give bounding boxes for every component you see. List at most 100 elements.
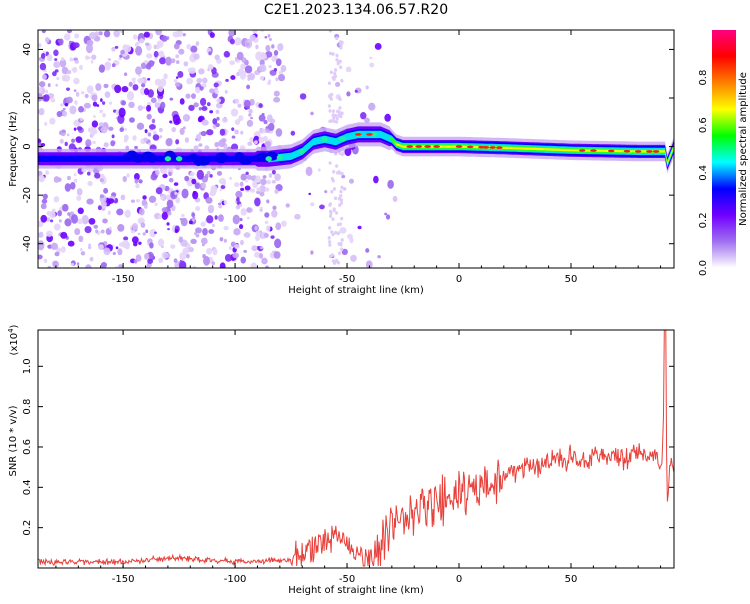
spectrogram-noise-blob — [328, 243, 332, 247]
spectrogram-noise-blob — [126, 91, 135, 101]
spectrogram-ridge-knot — [240, 156, 253, 165]
spectrogram-noise-blob — [175, 54, 180, 59]
spectrogram-noise-blob — [157, 98, 161, 103]
spectrogram-noise-blob — [142, 106, 146, 110]
spectrogram-y-tick-label: 0 — [22, 143, 33, 149]
spectrogram-noise-blob — [336, 231, 340, 236]
spectrogram-noise-blob — [132, 135, 137, 141]
spectrogram-noise-blob — [166, 222, 170, 226]
spectrogram-noise-blob — [264, 36, 268, 39]
spectrogram-noise-blob — [64, 141, 68, 147]
spectrogram-noise-blob — [103, 30, 111, 38]
spectrogram-x-label: Height of straight line (km) — [288, 285, 424, 296]
spectrogram-noise-blob — [76, 188, 83, 196]
spectrogram-noise-blob — [218, 202, 222, 206]
spectrogram-noise-blob — [259, 76, 265, 81]
spectrogram-noise-blob — [310, 111, 314, 116]
spectrogram-noise-blob — [332, 187, 337, 191]
spectrogram-noise-blob — [146, 104, 152, 112]
spectrogram-noise-blob — [108, 126, 114, 131]
spectrogram-noise-blob — [95, 229, 99, 234]
spectrogram-noise-blob — [158, 127, 163, 133]
spectrogram-ridge-peak — [578, 149, 586, 152]
spectrogram-x-axis: -150 -100 -50 0 50 — [55, 30, 662, 285]
spectrogram-noise-blob — [60, 231, 68, 239]
spectrogram-noise-blob — [115, 246, 119, 250]
spectrogram-noise-blob — [246, 119, 254, 127]
spectrogram-noise-blob — [182, 126, 186, 130]
spectrogram-noise-blob — [62, 110, 68, 117]
spectrogram-noise-blob — [163, 73, 168, 80]
snr-y-tick-label: 1.0 — [22, 358, 33, 374]
spectrogram-noise-blob — [213, 82, 219, 88]
spectrogram-noise-blob — [130, 199, 136, 203]
spectrogram-noise-blob — [88, 243, 92, 247]
spectrogram-noise-blob — [124, 244, 130, 250]
spectrogram-noise-blob — [133, 259, 138, 264]
spectrogram-noise-blob — [209, 174, 213, 178]
spectrogram-noise-blob — [193, 102, 199, 108]
spectrogram-noise-blob — [179, 252, 187, 261]
spectrogram-noise-blob — [117, 223, 125, 232]
spectrogram-noise-blob — [369, 62, 375, 68]
spectrogram-noise-blob — [374, 42, 382, 50]
spectrogram-noise-blob — [132, 222, 139, 231]
spectrogram-noise-blob — [229, 38, 235, 45]
spectrogram-noise-blob — [185, 93, 191, 99]
spectrogram-noise-blob — [254, 251, 261, 258]
spectrogram-noise-blob — [329, 51, 333, 56]
spectrogram-noise-blob — [120, 194, 126, 201]
spectrogram-noise-blob — [92, 140, 96, 145]
spectrogram-ridge-peak — [590, 149, 597, 152]
spectrogram-noise-blob — [223, 225, 229, 231]
spectrogram-noise-blob — [99, 109, 103, 114]
spectrogram-noise-blob — [260, 246, 264, 250]
spectrogram-noise-blob — [69, 57, 74, 62]
spectrogram-noise-blob — [104, 61, 112, 71]
spectrogram-ridge-knot — [252, 154, 266, 162]
spectrogram-noise-blob — [100, 262, 108, 268]
spectrogram-noise-blob — [348, 178, 355, 184]
spectrogram-noise-blob — [350, 254, 357, 262]
spectrogram-noise-blob — [177, 71, 184, 78]
spectrogram-noise-blob — [216, 170, 223, 176]
spectrogram-noise-blob — [74, 59, 79, 64]
spectrogram-noise-blob — [328, 214, 333, 218]
spectrogram-noise-blob — [275, 58, 282, 67]
spectrogram-noise-blob — [149, 254, 153, 258]
spectrogram-noise-blob — [154, 78, 162, 86]
spectrogram-noise-blob — [131, 77, 136, 82]
spectrogram-noise-blob — [273, 90, 280, 97]
spectrogram-noise-blob — [271, 169, 276, 175]
spectrogram-noise-blob — [346, 91, 351, 97]
spectrogram-noise-blob — [184, 175, 190, 182]
spectrogram-noise-blob — [333, 71, 337, 76]
spectrogram-noise-blob — [340, 216, 344, 221]
spectrogram-noise-blob — [200, 97, 207, 106]
spectrogram-noise-blob — [254, 225, 258, 231]
spectrogram-noise-blob — [173, 258, 178, 263]
spectrogram-noise-blob — [62, 107, 66, 111]
spectrogram-noise-blob — [365, 260, 373, 268]
spectrogram-x-tick-label: -50 — [339, 274, 355, 285]
colorbar-tick-label: 0.6 — [698, 117, 709, 133]
spectrogram-noise-blob — [225, 129, 229, 134]
spectrogram-noise-blob — [340, 238, 344, 242]
spectrogram-noise-blob — [179, 98, 185, 105]
spectrogram-noise-blob — [70, 263, 75, 266]
spectrogram-noise-blob — [117, 248, 123, 256]
spectrogram-noise-blob — [274, 189, 279, 194]
spectrogram-noise-blob — [134, 173, 140, 181]
spectrogram-noise-blob — [299, 93, 307, 100]
spectrogram-noise-blob — [180, 217, 188, 227]
spectrogram-ridge-peak — [466, 145, 474, 149]
spectrogram-noise-blob — [53, 49, 59, 57]
spectrogram-noise-blob — [155, 169, 160, 176]
spectrogram-noise-blob — [123, 236, 129, 241]
spectrogram-noise-blob — [340, 78, 344, 83]
spectrogram-noise-blob — [214, 54, 220, 61]
spectrogram-noise-blob — [210, 185, 218, 194]
spectrogram-noise-blob — [135, 183, 140, 189]
spectrogram-noise-blob — [230, 75, 236, 80]
spectrogram-noise-blob — [43, 94, 50, 102]
